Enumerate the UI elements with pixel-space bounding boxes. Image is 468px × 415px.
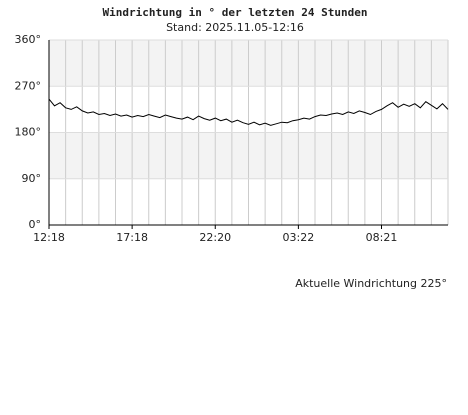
chart-subtitle: Stand: 2025.11.05-12:16 [166, 21, 304, 34]
chart-title: Windrichtung in ° der letzten 24 Stunden [103, 6, 368, 19]
x-tick-label: 03:22 [283, 231, 315, 244]
y-tick-label: 0° [29, 218, 42, 231]
x-tick-label: 08:21 [366, 231, 398, 244]
y-tick-label: 180° [15, 126, 42, 139]
y-tick-label: 90° [22, 172, 42, 185]
y-tick-label: 270° [15, 79, 42, 92]
x-tick-label: 17:18 [116, 231, 148, 244]
x-tick-label: 22:20 [199, 231, 231, 244]
x-tick-label: 12:18 [33, 231, 65, 244]
current-direction: Aktuelle Windrichtung 225° [295, 277, 447, 290]
series-line [48, 98, 449, 126]
y-tick-label: 360° [15, 33, 42, 46]
